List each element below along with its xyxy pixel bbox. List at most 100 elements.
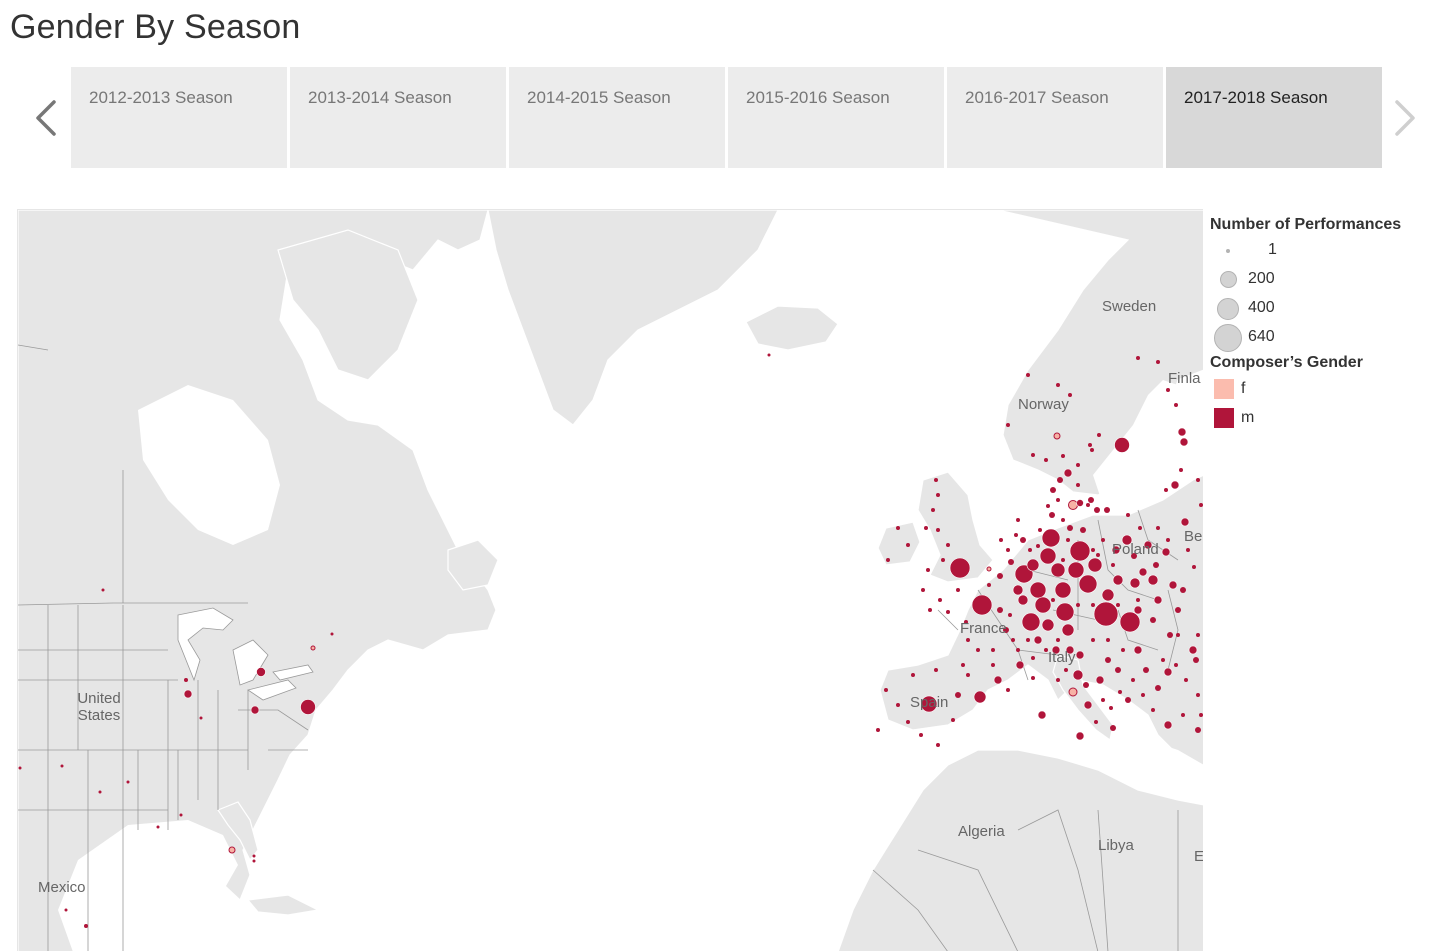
performance-marker-m[interactable] [1080, 527, 1086, 533]
performance-marker-m[interactable] [250, 705, 260, 715]
performance-marker-m[interactable] [1143, 540, 1153, 550]
performance-marker-m[interactable] [1166, 538, 1170, 542]
performance-marker-m[interactable] [101, 588, 105, 592]
performance-marker-m[interactable] [1101, 588, 1115, 602]
performance-marker-m[interactable] [966, 673, 970, 677]
performance-marker-m[interactable] [1056, 498, 1060, 502]
performance-marker-m[interactable] [1125, 697, 1131, 703]
performance-marker-m[interactable] [1109, 706, 1113, 710]
performance-marker-m[interactable] [1068, 393, 1072, 397]
performance-marker-m[interactable] [924, 526, 928, 530]
performance-marker-m[interactable] [1138, 526, 1142, 530]
performance-marker-m[interactable] [1039, 547, 1057, 565]
performance-marker-m[interactable] [1083, 700, 1093, 710]
performance-marker-m[interactable] [1101, 538, 1105, 542]
performance-marker-m[interactable] [1050, 487, 1056, 493]
performance-marker-m[interactable] [60, 764, 64, 768]
tab-2013-2014-season[interactable]: 2013-2014 Season [290, 67, 506, 168]
performance-marker-m[interactable] [991, 663, 995, 667]
performance-marker-m[interactable] [1044, 648, 1048, 652]
performance-marker-m[interactable] [126, 780, 130, 784]
performance-marker-m[interactable] [1115, 667, 1121, 673]
performance-marker-m[interactable] [961, 663, 965, 667]
performance-marker-m[interactable] [1106, 638, 1110, 642]
performance-marker-m[interactable] [1195, 727, 1201, 733]
performance-marker-m[interactable] [1075, 650, 1085, 660]
performance-marker-m[interactable] [1012, 584, 1024, 596]
performance-marker-m[interactable] [1156, 360, 1160, 364]
performance-marker-m[interactable] [1026, 373, 1030, 377]
performance-marker-m[interactable] [1038, 528, 1042, 532]
performance-marker-m[interactable] [1072, 669, 1084, 681]
performance-marker-m[interactable] [921, 588, 925, 592]
performance-marker-m[interactable] [1181, 713, 1185, 717]
performance-marker-m[interactable] [966, 638, 970, 642]
performance-marker-m[interactable] [1069, 540, 1091, 562]
performance-marker-m[interactable] [936, 528, 940, 532]
performance-marker-m[interactable] [1003, 627, 1009, 633]
performance-marker-m[interactable] [993, 675, 1003, 685]
performance-marker-m[interactable] [1088, 443, 1092, 447]
performance-marker-m[interactable] [156, 825, 160, 829]
performance-marker-m[interactable] [1061, 623, 1075, 637]
performance-marker-m[interactable] [896, 526, 900, 530]
performance-marker-m[interactable] [973, 690, 987, 704]
performance-marker-m[interactable] [1006, 423, 1010, 427]
performance-marker-m[interactable] [1076, 463, 1080, 467]
performance-marker-m[interactable] [1192, 565, 1196, 569]
performance-marker-m[interactable] [1196, 693, 1200, 697]
performance-marker-m[interactable] [920, 695, 938, 713]
performance-marker-m[interactable] [1111, 563, 1115, 567]
performance-marker-m[interactable] [1094, 720, 1098, 724]
performance-marker-m[interactable] [1071, 548, 1075, 552]
performance-marker-m[interactable] [896, 703, 900, 707]
tab-2012-2013-season[interactable]: 2012-2013 Season [71, 67, 287, 168]
performance-marker-m[interactable] [1105, 657, 1111, 663]
next-season-button[interactable] [1381, 67, 1431, 169]
performance-marker-m[interactable] [1180, 587, 1186, 593]
performance-marker-m[interactable] [1020, 537, 1026, 543]
performance-marker-m[interactable] [1006, 548, 1010, 552]
tab-2014-2015-season[interactable]: 2014-2015 Season [509, 67, 725, 168]
size-legend-item[interactable]: 400 [1210, 294, 1456, 323]
performance-marker-m[interactable] [1075, 731, 1085, 741]
performance-marker-m[interactable] [1051, 598, 1055, 602]
performance-marker-m[interactable] [926, 568, 930, 572]
performance-marker-m[interactable] [1170, 480, 1180, 490]
performance-marker-m[interactable] [184, 678, 188, 682]
performance-marker-m[interactable] [1021, 612, 1041, 632]
performance-marker-m[interactable] [1008, 559, 1014, 565]
performance-marker-m[interactable] [179, 813, 183, 817]
performance-marker-m[interactable] [1016, 518, 1020, 522]
performance-marker-m[interactable] [1054, 581, 1072, 599]
performance-marker-m[interactable] [1049, 512, 1055, 518]
performance-marker-m[interactable] [1129, 577, 1141, 589]
performance-marker-m[interactable] [1090, 448, 1094, 452]
performance-marker-m[interactable] [1110, 725, 1116, 731]
performance-marker-m[interactable] [1155, 685, 1161, 691]
performance-marker-m[interactable] [252, 859, 256, 863]
performance-marker-m[interactable] [946, 610, 950, 614]
performance-marker-m[interactable] [997, 607, 1003, 613]
performance-marker-m[interactable] [1153, 595, 1163, 605]
performance-marker-m[interactable] [64, 908, 68, 912]
performance-marker-m[interactable] [946, 543, 950, 547]
performance-marker-m[interactable] [1076, 499, 1084, 507]
performance-marker-m[interactable] [1076, 603, 1080, 607]
performance-marker-m[interactable] [964, 620, 968, 624]
performance-marker-f[interactable] [310, 645, 316, 651]
performance-marker-m[interactable] [1151, 708, 1155, 712]
performance-marker-m[interactable] [1008, 613, 1012, 617]
performance-marker-m[interactable] [1016, 648, 1020, 652]
performance-marker-m[interactable] [1044, 458, 1048, 462]
performance-marker-m[interactable] [1163, 720, 1173, 730]
performance-marker-f[interactable] [228, 846, 236, 854]
previous-season-button[interactable] [20, 67, 70, 169]
performance-marker-m[interactable] [1083, 682, 1089, 688]
performance-marker-m[interactable] [936, 743, 940, 747]
performance-marker-m[interactable] [1199, 503, 1203, 507]
performance-marker-m[interactable] [1168, 580, 1178, 590]
performance-marker-m[interactable] [1136, 598, 1140, 602]
performance-marker-m[interactable] [1136, 356, 1140, 360]
performance-marker-m[interactable] [955, 692, 961, 698]
